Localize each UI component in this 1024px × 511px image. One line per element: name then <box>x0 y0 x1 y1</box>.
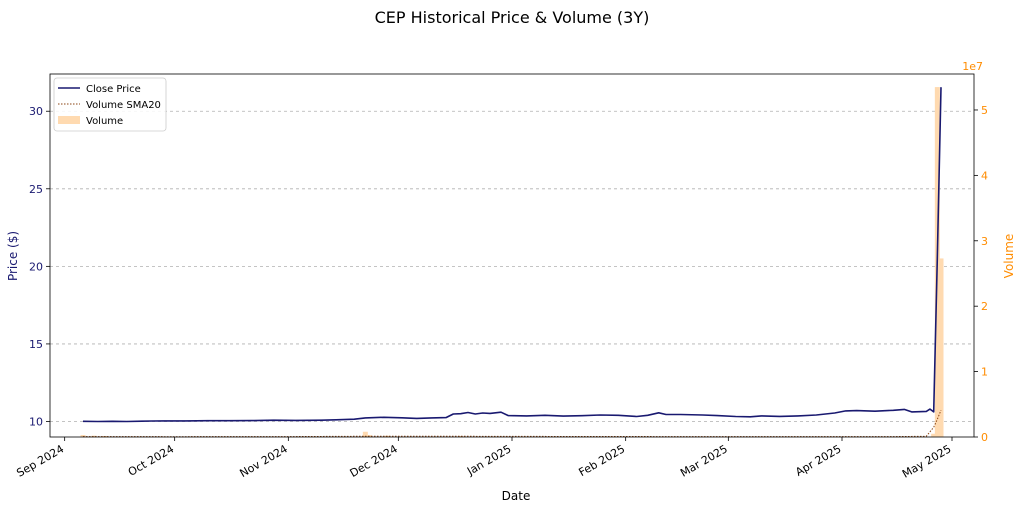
volume-bar-0 <box>80 435 86 437</box>
y-left-tick-label-4: 30 <box>29 105 43 118</box>
series-line-close-price <box>82 87 942 423</box>
y-axis-right: 0 1 2 3 4 5 <box>974 104 988 444</box>
x-tick-label-0: Sep 2024 <box>14 442 66 479</box>
x-tick-label-5: Feb 2025 <box>577 442 628 479</box>
y-right-tick-label-0: 0 <box>981 431 988 444</box>
x-tick-label-4: Jan 2025 <box>464 442 513 478</box>
legend: Close Price Volume SMA20 Volume <box>53 77 167 132</box>
volume-bar-9 <box>938 258 944 437</box>
right-axis-multiplier: 1e7 <box>962 60 983 73</box>
x-tick-label-6: Mar 2025 <box>678 442 730 479</box>
volume-bar-7 <box>931 433 937 437</box>
y-right-tick-label-5: 5 <box>981 104 988 117</box>
x-tick-label-1: Oct 2024 <box>126 442 176 479</box>
legend-swatch-volume <box>58 116 80 124</box>
volume-bar-3 <box>362 431 368 437</box>
x-tick-label-3: Dec 2024 <box>348 442 400 480</box>
y-left-tick-label-0: 10 <box>29 415 43 428</box>
legend-label-close-price: Close Price <box>86 84 141 95</box>
series-lines <box>82 87 942 438</box>
y-left-tick-label-1: 15 <box>29 338 43 351</box>
series-line-volume-sma20 <box>82 410 942 438</box>
chart-title: CEP Historical Price & Volume (3Y) <box>375 8 650 27</box>
volume-bars <box>80 87 944 437</box>
x-axis: Sep 2024 Oct 2024 Nov 2024 Dec 2024 Jan 2025… <box>14 437 954 481</box>
plot-frame <box>49 73 975 438</box>
volume-bar-1 <box>91 435 97 437</box>
volume-bar-6 <box>458 436 464 437</box>
y-right-tick-label-4: 4 <box>981 169 988 182</box>
x-axis-label: Date <box>502 489 531 503</box>
legend-label-volume-sma: Volume SMA20 <box>86 100 161 111</box>
x-tick-label-7: Apr 2025 <box>793 442 843 479</box>
y-left-tick-label-2: 20 <box>29 260 43 273</box>
x-tick-label-2: Nov 2024 <box>237 442 289 480</box>
y-axis-right-label: Volume <box>1002 234 1016 279</box>
y-right-tick-label-1: 1 <box>981 366 988 379</box>
y-right-tick-label-3: 3 <box>981 235 988 248</box>
legend-label-volume: Volume <box>86 116 123 127</box>
y-axis-left-label: Price ($) <box>6 231 20 281</box>
y-left-tick-label-3: 25 <box>29 183 43 196</box>
legend-box <box>53 77 167 132</box>
x-tick-label-8: May 2025 <box>900 442 953 480</box>
y-axis-left: 10 15 20 25 30 <box>29 105 50 428</box>
y-right-tick-label-2: 2 <box>981 300 988 313</box>
gridlines <box>50 110 974 422</box>
